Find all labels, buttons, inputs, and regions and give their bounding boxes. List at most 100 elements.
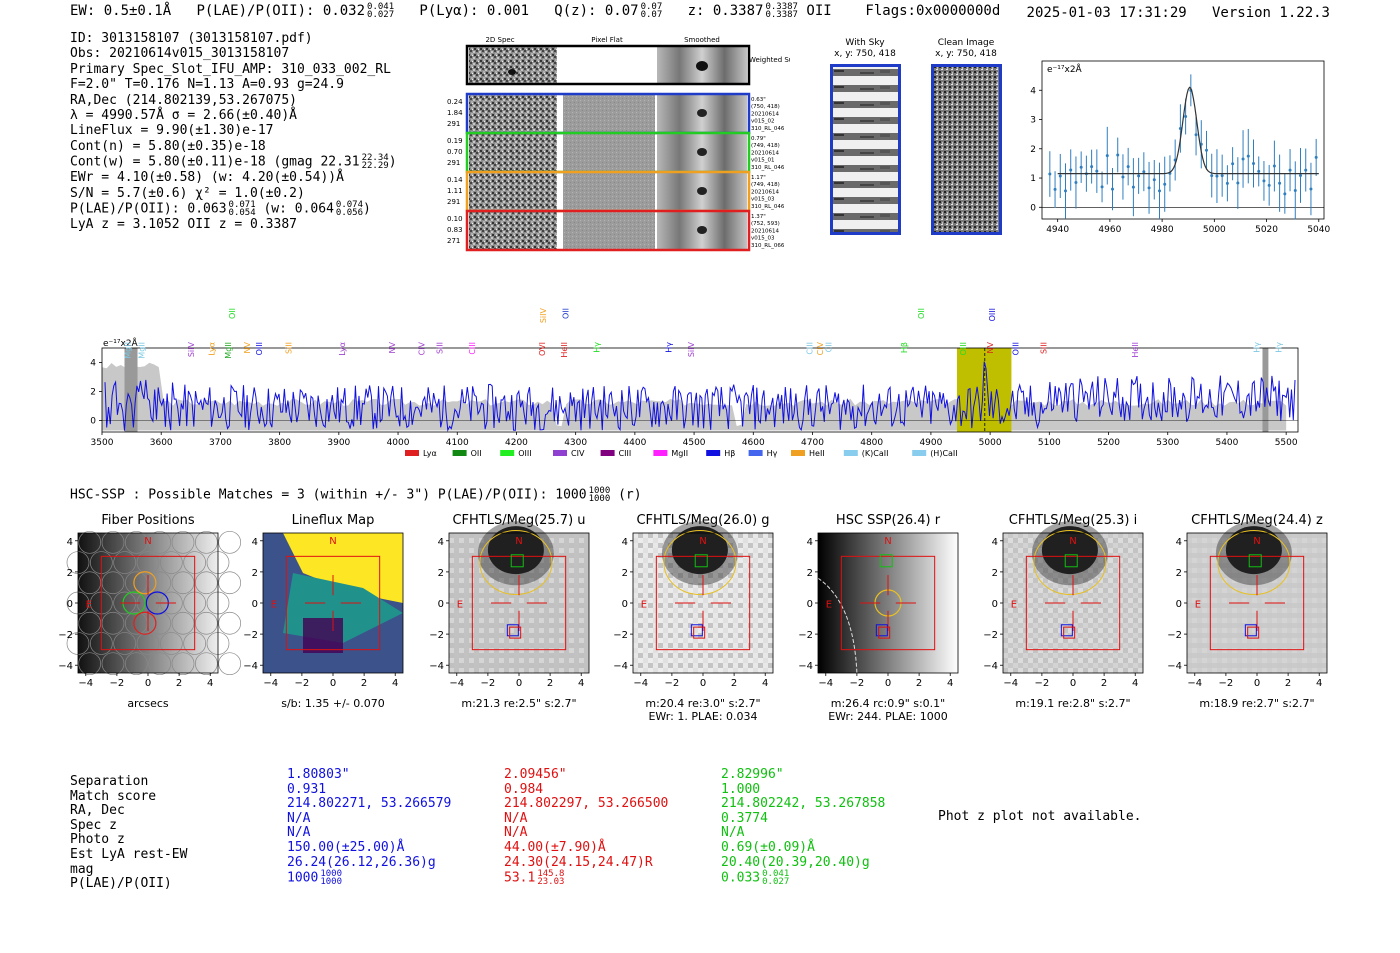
header-plya: P(Lyα): 0.001 [419, 3, 529, 19]
zoom-data-point [1048, 172, 1052, 176]
legend-swatch [500, 450, 515, 456]
full-x-tick-label: 5400 [1215, 438, 1238, 448]
spec2d-row-frame [465, 209, 751, 252]
full-spectrum-plot: e⁻¹⁷x2Å 3500 3600 3700 3800 3900 4000 4100 4200… [90, 307, 1299, 458]
fiber-circle [194, 530, 218, 554]
spec2d-row-meta: 310_RL_046 [751, 204, 785, 210]
fiber-circle [136, 551, 160, 574]
header-q: Q(z): 0.07 [554, 3, 639, 19]
detection-info: ID: 3013158107 (3013158107.pdf) Obs: 202… [70, 31, 397, 232]
zoom-x-tick-label: 4980 [1151, 225, 1174, 235]
spec2d-row-stat: 291 [447, 159, 460, 167]
panel-caption: m:26.4 rc:0.9" s:0.1" EWr: 244. PLAE: 100… [793, 697, 983, 723]
zoom-data-point [1236, 181, 1240, 185]
photz-message: Phot z plot not available. [938, 809, 1142, 824]
spectral-line-label: Hβ [900, 342, 909, 353]
spec2d-raw [469, 212, 557, 249]
match-column-3: 2.82996" 1.000 214.802242, 53.267858 0.3… [721, 767, 886, 888]
spectral-line-label: NV [243, 341, 252, 353]
panel-y-tick-label: −2 [613, 630, 628, 641]
panel-caption-line: m:26.4 rc:0.9" s:0.1" [830, 697, 946, 710]
zoom-data-point [1111, 187, 1114, 191]
panel-y-tick-label: −4 [613, 661, 628, 672]
panel-caption-line: m:18.9 re:2.7" s:2.7" [1199, 697, 1315, 710]
spectral-line-label: MgII [224, 342, 233, 359]
spectral-line-label: CIV [816, 341, 825, 355]
spec2d-row-meta: (749, 418) [751, 182, 780, 188]
legend-label: OIII [518, 449, 531, 458]
zoom-data-point [1225, 181, 1229, 185]
north-label: N [1253, 536, 1260, 547]
legend-label: HeII [809, 449, 825, 458]
panel-y-tick-label: −2 [798, 630, 813, 641]
legend-label: Lyα [423, 449, 437, 458]
zoom-gaussian-fit [1057, 86, 1319, 175]
zoom-data-point [1100, 185, 1104, 189]
full-x-tick-label: 4400 [623, 438, 646, 448]
panel-y-tick-label: 4 [992, 537, 998, 548]
panel-y-tick-label: −4 [429, 661, 444, 672]
full-y-tick-label: 4 [90, 358, 96, 368]
panel-x-tick-label: −4 [1187, 678, 1202, 689]
zoom-unit-label: e⁻¹⁷x2Å [1047, 63, 1083, 75]
lineflux-hot [283, 533, 403, 603]
zoom-spectrum-plot: e⁻¹⁷x2Å 4940 4960 4980 5000 5020 5040 0 1 2 3 4 [1030, 60, 1331, 235]
spec2d-figure: 2D Spec Pixel Flat Smoothed Weighted Sum… [447, 36, 790, 252]
zoom-y-tick-label: 2 [1030, 145, 1036, 155]
galaxy-halo [1215, 521, 1292, 586]
zoom-data-point [1205, 148, 1208, 152]
zoom-data-point [1053, 187, 1057, 191]
row-label: Photo z [70, 832, 125, 848]
fiber-background [78, 533, 218, 673]
fiber-circle [113, 632, 137, 655]
search-box [471, 555, 567, 651]
full-x-tick-label: 4300 [564, 438, 587, 448]
zoom-data-point [1090, 165, 1094, 169]
panel-y-tick-label: 0 [67, 599, 73, 610]
spectral-line-label: Hγ [665, 342, 674, 353]
panel-y-tick-label: 0 [438, 599, 444, 610]
panel-x-tick-label: −4 [78, 678, 93, 689]
spectral-line-label: Lyα [207, 342, 216, 356]
legend-swatch [791, 450, 805, 456]
zoom-data-point [1272, 164, 1276, 168]
full-unit-label: e⁻¹⁷x2Å [103, 337, 139, 349]
spec2d-raw [469, 95, 557, 132]
spec2d-row-meta: v015_02 [751, 119, 775, 125]
info-lineflux: LineFlux = 9.90(±1.30)e-17 [70, 123, 274, 139]
panel-y-tick-label: 2 [1176, 568, 1182, 579]
panel-x-tick-label: 2 [916, 678, 922, 689]
panel-x-tick-label: 4 [392, 678, 398, 689]
spec2d-row-stat: 0.70 [447, 148, 463, 156]
legend-swatch [553, 450, 567, 456]
with-sky-title: With Sky x, y: 750, 418 [834, 38, 896, 59]
spec2d-weighted-sum-row: Weighted Sum [465, 44, 790, 86]
spec2d-raw [469, 173, 557, 210]
full-x-tick-label: 5200 [1097, 438, 1120, 448]
full-masked-region [124, 348, 138, 432]
zoom-data-point [1257, 169, 1261, 173]
zoom-data-point [1220, 174, 1224, 178]
legend-swatch [405, 450, 419, 456]
spectral-line-label: CII [824, 342, 833, 352]
spec2d-row-stat: 1.11 [447, 187, 463, 195]
match-marker [693, 626, 706, 639]
clean-image-title: Clean Image x, y: 750, 418 [935, 38, 997, 59]
panel-caption: m:21.3 re:2.5" s:2.7" [424, 697, 614, 710]
panel-y-tick-label: 2 [67, 568, 73, 579]
east-label: E [641, 600, 647, 611]
fiber-circle [194, 571, 218, 595]
spec2d-col-title: 2D Spec [485, 36, 514, 44]
panel-x-tick-label: 0 [1254, 678, 1260, 689]
fiber-circle [78, 530, 102, 554]
spec2d-emission-blob [697, 109, 707, 117]
image-panel: N E −4 −2 0 2 4 4 2 0 −2 −4 [243, 532, 404, 689]
zoom-data-point [1210, 174, 1214, 178]
spectral-line-label: NV [986, 341, 995, 353]
legend-swatch [843, 450, 858, 456]
panel-x-tick-label: −4 [263, 678, 278, 689]
panel-y-tick-label: −4 [798, 661, 813, 672]
search-box [1025, 555, 1121, 651]
panel-x-tick-label: −2 [481, 678, 496, 689]
spec2d-row-stat: 291 [447, 198, 460, 206]
